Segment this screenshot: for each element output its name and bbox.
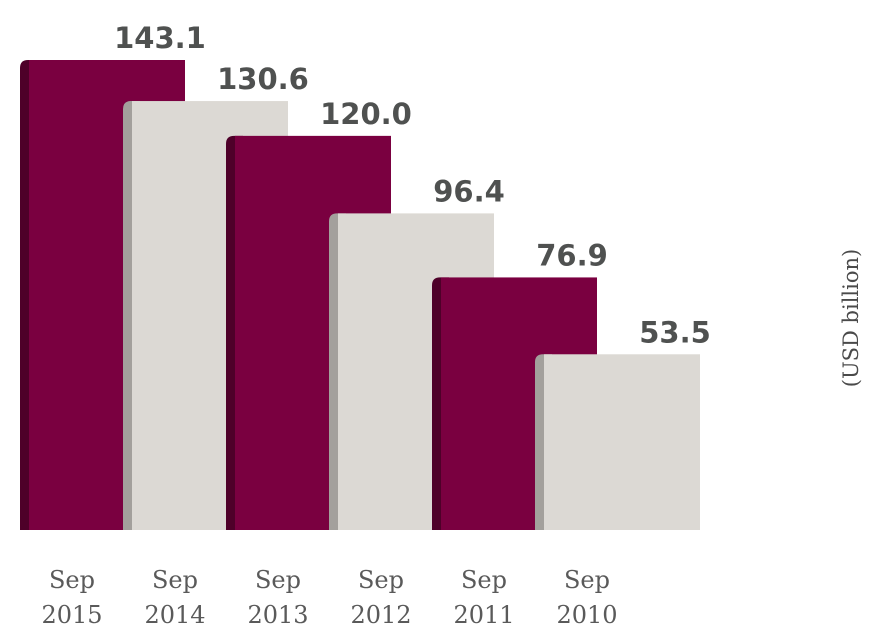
x-tick-label: Sep 2011 <box>453 566 514 629</box>
bars-layer <box>20 60 700 530</box>
x-tick-label-year: 2011 <box>453 601 514 629</box>
x-tick-label: Sep 2013 <box>247 566 308 629</box>
x-tick-label-month: Sep <box>255 566 301 594</box>
x-tick-label-month: Sep <box>152 566 198 594</box>
value-label: 120.0 <box>320 97 412 131</box>
x-tick-label-year: 2010 <box>556 601 617 629</box>
value-label: 76.9 <box>536 238 608 272</box>
value-label: 143.1 <box>114 21 206 55</box>
unit-label: (USD billion) <box>839 249 863 387</box>
x-tick-label-year: 2012 <box>350 601 411 629</box>
value-label: 96.4 <box>433 174 505 208</box>
x-tick-label: Sep 2014 <box>144 566 205 629</box>
x-tick-label-month: Sep <box>461 566 507 594</box>
bar-face <box>544 354 700 530</box>
x-tick-label-year: 2014 <box>144 601 205 629</box>
x-tick-labels: Sep 2015 Sep 2014 Sep 2013 Sep 2012 Sep 2011 Sep 20… <box>41 566 617 629</box>
bar-sep-2010 <box>535 354 700 530</box>
x-tick-label-year: 2015 <box>41 601 102 629</box>
x-tick-label: Sep 2015 <box>41 566 102 629</box>
x-tick-label: Sep 2010 <box>556 566 617 629</box>
x-tick-label-month: Sep <box>49 566 95 594</box>
x-tick-label-month: Sep <box>564 566 610 594</box>
x-tick-label-year: 2013 <box>247 601 308 629</box>
x-tick-label-month: Sep <box>358 566 404 594</box>
value-label: 130.6 <box>217 62 309 96</box>
x-tick-label: Sep 2012 <box>350 566 411 629</box>
value-label: 53.5 <box>639 315 711 349</box>
value-labels-layer: 143.1 130.6 120.0 96.4 76.9 53.5 <box>114 21 711 349</box>
